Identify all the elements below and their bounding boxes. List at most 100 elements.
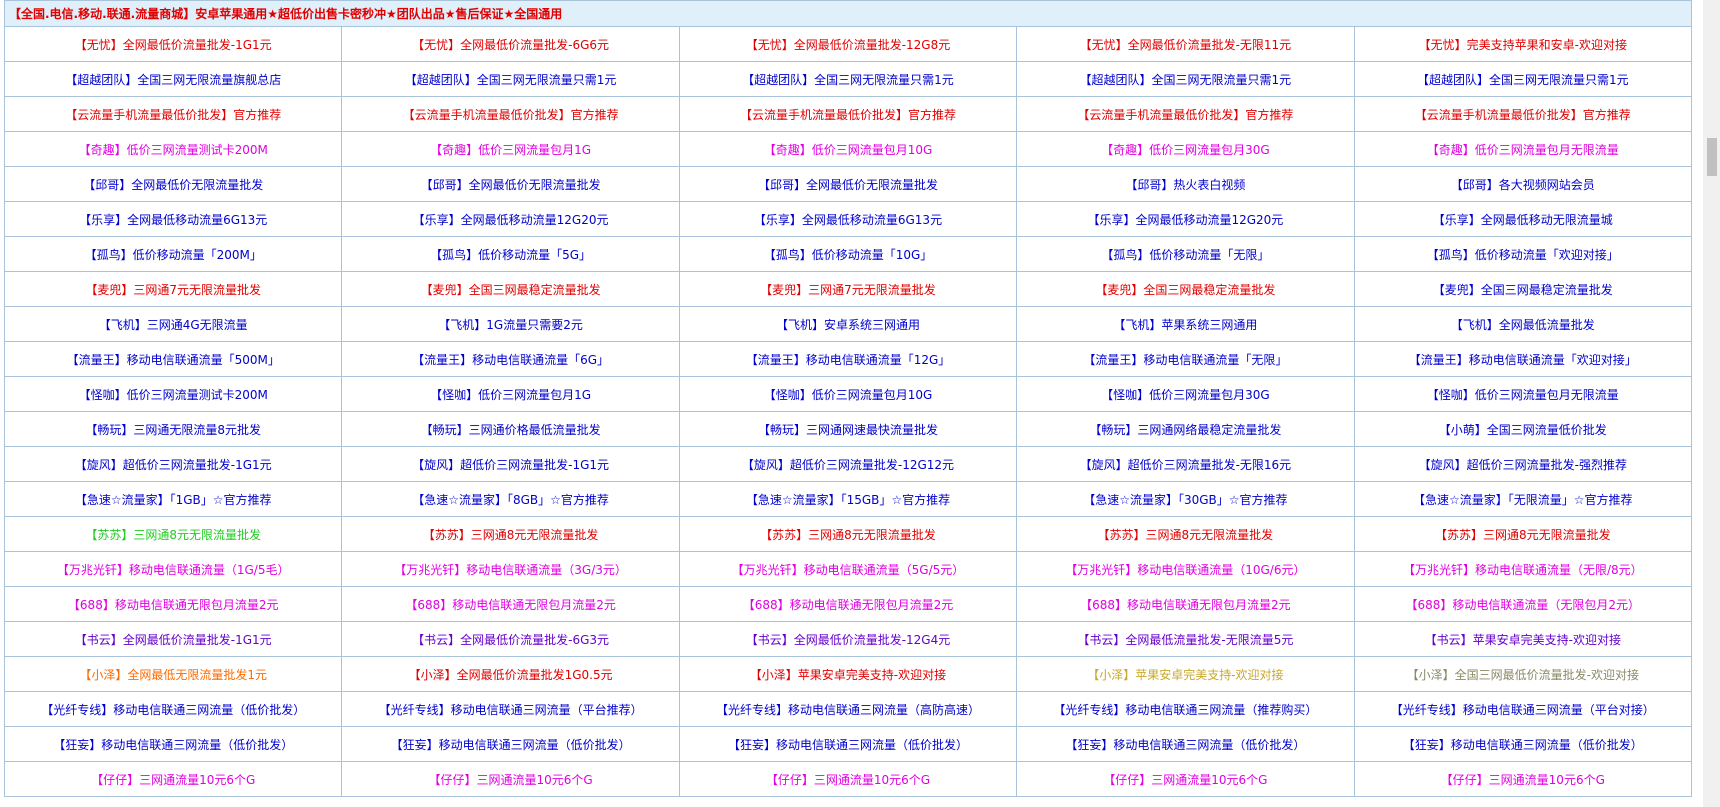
product-link[interactable]: 【688】移动电信联通无限包月流量2元 [678, 586, 1018, 622]
scrollbar-thumb[interactable] [1707, 138, 1717, 176]
product-link[interactable]: 【狂妄】移动电信联通三网流量（低价批发） [678, 726, 1018, 762]
product-link[interactable]: 【苏苏】三网通8元无限流量批发 [1353, 516, 1693, 552]
product-link[interactable]: 【畅玩】三网通网速最快流量批发 [678, 411, 1018, 447]
product-link[interactable]: 【书云】全网最低价流量批发-6G3元 [341, 621, 680, 657]
product-link[interactable]: 【奇趣】低价三网流量包月无限流量 [1353, 131, 1693, 167]
product-link[interactable]: 【苏苏】三网通8元无限流量批发 [1016, 516, 1355, 552]
product-link[interactable]: 【云流量手机流量最低价批发】官方推荐 [1016, 96, 1355, 132]
product-link[interactable]: 【畅玩】三网通价格最低流量批发 [341, 411, 680, 447]
product-link[interactable]: 【云流量手机流量最低价批发】官方推荐 [3, 96, 343, 132]
product-link[interactable]: 【乐享】全网最低移动流量12G20元 [341, 201, 680, 237]
product-link[interactable]: 【急速☆流量家】「无限流量」☆官方推荐 [1353, 481, 1693, 517]
product-link[interactable]: 【苏苏】三网通8元无限流量批发 [3, 516, 343, 552]
product-link[interactable]: 【狂妄】移动电信联通三网流量（低价批发） [1016, 726, 1355, 762]
product-link[interactable]: 【小泽】全网最低无限流量批发1元 [3, 656, 343, 692]
product-link[interactable]: 【书云】苹果安卓完美支持-欢迎对接 [1353, 621, 1693, 657]
product-link[interactable]: 【小泽】全网最低价流量批发1G0.5元 [341, 656, 680, 692]
product-link[interactable]: 【乐享】全网最低移动流量6G13元 [678, 201, 1018, 237]
product-link[interactable]: 【苏苏】三网通8元无限流量批发 [341, 516, 680, 552]
product-link[interactable]: 【书云】全网最低价流量批发-12G4元 [678, 621, 1018, 657]
product-link[interactable]: 【麦兜】全国三网最稳定流量批发 [341, 271, 680, 307]
product-link[interactable]: 【飞机】三网通4G无限流量 [3, 306, 343, 342]
product-link[interactable]: 【孤鸟】低价移动流量「无限」 [1016, 236, 1355, 272]
product-link[interactable]: 【怪咖】低价三网流量包月10G [678, 376, 1018, 412]
product-link[interactable]: 【云流量手机流量最低价批发】官方推荐 [678, 96, 1018, 132]
product-link[interactable]: 【云流量手机流量最低价批发】官方推荐 [1353, 96, 1693, 132]
product-link[interactable]: 【麦兜】三网通7元无限流量批发 [3, 271, 343, 307]
product-link[interactable]: 【超越团队】全国三网无限流量只需1元 [1353, 61, 1693, 97]
product-link[interactable]: 【邱哥】热火表白视频 [1016, 166, 1355, 202]
product-link[interactable]: 【书云】全网最低流量批发-无限流量5元 [1016, 621, 1355, 657]
product-link[interactable]: 【奇趣】低价三网流量包月10G [678, 131, 1018, 167]
product-link[interactable]: 【急速☆流量家】「15GB」☆官方推荐 [678, 481, 1018, 517]
product-link[interactable]: 【流量王】移动电信联通流量「12G」 [678, 341, 1018, 377]
product-link[interactable]: 【怪咖】低价三网流量包月30G [1016, 376, 1355, 412]
product-link[interactable]: 【奇趣】低价三网流量包月1G [341, 131, 680, 167]
product-link[interactable]: 【仔仔】三网通流量10元6个G [1016, 761, 1355, 797]
product-link[interactable]: 【万兆光钎】移动电信联通流量（3G/3元） [341, 551, 680, 587]
product-link[interactable]: 【超越团队】全国三网无限流量只需1元 [678, 61, 1018, 97]
product-link[interactable]: 【流量王】移动电信联通流量「无限」 [1016, 341, 1355, 377]
product-link[interactable]: 【无忧】全网最低价流量批发-12G8元 [678, 26, 1018, 62]
product-link[interactable]: 【乐享】全网最低移动无限流量城 [1353, 201, 1693, 237]
product-link[interactable]: 【光纤专线】移动电信联通三网流量（平台对接） [1353, 691, 1693, 727]
product-link[interactable]: 【688】移动电信联通流量（无限包月2元） [1353, 586, 1693, 622]
product-link[interactable]: 【流量王】移动电信联通流量「欢迎对接」 [1353, 341, 1693, 377]
product-link[interactable]: 【飞机】全网最低流量批发 [1353, 306, 1693, 342]
product-link[interactable]: 【超越团队】全国三网无限流量只需1元 [341, 61, 680, 97]
product-link[interactable]: 【麦兜】全国三网最稳定流量批发 [1016, 271, 1355, 307]
product-link[interactable]: 【旋风】超低价三网流量批发-强烈推荐 [1353, 446, 1693, 482]
product-link[interactable]: 【仔仔】三网通流量10元6个G [3, 761, 343, 797]
product-link[interactable]: 【畅玩】三网通网络最稳定流量批发 [1016, 411, 1355, 447]
product-link[interactable]: 【旋风】超低价三网流量批发-12G12元 [678, 446, 1018, 482]
product-link[interactable]: 【怪咖】低价三网流量包月1G [341, 376, 680, 412]
product-link[interactable]: 【流量王】移动电信联通流量「500M」 [3, 341, 343, 377]
product-link[interactable]: 【小泽】苹果安卓完美支持-欢迎对接 [678, 656, 1018, 692]
product-link[interactable]: 【狂妄】移动电信联通三网流量（低价批发） [1353, 726, 1693, 762]
product-link[interactable]: 【怪咖】低价三网流量包月无限流量 [1353, 376, 1693, 412]
product-link[interactable]: 【688】移动电信联通无限包月流量2元 [341, 586, 680, 622]
product-link[interactable]: 【688】移动电信联通无限包月流量2元 [3, 586, 343, 622]
product-link[interactable]: 【奇趣】低价三网流量包月30G [1016, 131, 1355, 167]
product-link[interactable]: 【万兆光钎】移动电信联通流量（5G/5元） [678, 551, 1018, 587]
product-link[interactable]: 【无忧】完美支持苹果和安卓-欢迎对接 [1353, 26, 1693, 62]
product-link[interactable]: 【孤鸟】低价移动流量「5G」 [341, 236, 680, 272]
product-link[interactable]: 【小泽】全国三网最低价流量批发-欢迎对接 [1353, 656, 1693, 692]
product-link[interactable]: 【麦兜】三网通7元无限流量批发 [678, 271, 1018, 307]
product-link[interactable]: 【奇趣】低价三网流量测试卡200M [3, 131, 343, 167]
product-link[interactable]: 【书云】全网最低价流量批发-1G1元 [3, 621, 343, 657]
product-link[interactable]: 【孤鸟】低价移动流量「欢迎对接」 [1353, 236, 1693, 272]
product-link[interactable]: 【小萌】全国三网流量低价批发 [1353, 411, 1693, 447]
product-link[interactable]: 【飞机】安卓系统三网通用 [678, 306, 1018, 342]
product-link[interactable]: 【无忧】全网最低价流量批发-无限11元 [1016, 26, 1355, 62]
product-link[interactable]: 【邱哥】全网最低价无限流量批发 [341, 166, 680, 202]
product-link[interactable]: 【旋风】超低价三网流量批发-无限16元 [1016, 446, 1355, 482]
product-link[interactable]: 【急速☆流量家】「8GB」☆官方推荐 [341, 481, 680, 517]
product-link[interactable]: 【光纤专线】移动电信联通三网流量（推荐购买） [1016, 691, 1355, 727]
product-link[interactable]: 【乐享】全网最低移动流量12G20元 [1016, 201, 1355, 237]
product-link[interactable]: 【狂妄】移动电信联通三网流量（低价批发） [341, 726, 680, 762]
product-link[interactable]: 【飞机】苹果系统三网通用 [1016, 306, 1355, 342]
product-link[interactable]: 【邱哥】全网最低价无限流量批发 [678, 166, 1018, 202]
product-link[interactable]: 【光纤专线】移动电信联通三网流量（高防高速） [678, 691, 1018, 727]
product-link[interactable]: 【畅玩】三网通无限流量8元批发 [3, 411, 343, 447]
product-link[interactable]: 【云流量手机流量最低价批发】官方推荐 [341, 96, 680, 132]
product-link[interactable]: 【仔仔】三网通流量10元6个G [678, 761, 1018, 797]
product-link[interactable]: 【乐享】全网最低移动流量6G13元 [3, 201, 343, 237]
product-link[interactable]: 【旋风】超低价三网流量批发-1G1元 [341, 446, 680, 482]
product-link[interactable]: 【万兆光钎】移动电信联通流量（1G/5毛） [3, 551, 343, 587]
product-link[interactable]: 【孤鸟】低价移动流量「10G」 [678, 236, 1018, 272]
product-link[interactable]: 【飞机】1G流量只需要2元 [341, 306, 680, 342]
product-link[interactable]: 【688】移动电信联通无限包月流量2元 [1016, 586, 1355, 622]
vertical-scrollbar[interactable] [1703, 0, 1720, 807]
product-link[interactable]: 【苏苏】三网通8元无限流量批发 [678, 516, 1018, 552]
product-link[interactable]: 【小泽】苹果安卓完美支持-欢迎对接 [1016, 656, 1355, 692]
product-link[interactable]: 【流量王】移动电信联通流量「6G」 [341, 341, 680, 377]
product-link[interactable]: 【光纤专线】移动电信联通三网流量（平台推荐） [341, 691, 680, 727]
product-link[interactable]: 【邱哥】各大视频网站会员 [1353, 166, 1693, 202]
product-link[interactable]: 【狂妄】移动电信联通三网流量（低价批发） [3, 726, 343, 762]
product-link[interactable]: 【仔仔】三网通流量10元6个G [341, 761, 680, 797]
product-link[interactable]: 【旋风】超低价三网流量批发-1G1元 [3, 446, 343, 482]
product-link[interactable]: 【急速☆流量家】「1GB」☆官方推荐 [3, 481, 343, 517]
product-link[interactable]: 【怪咖】低价三网流量测试卡200M [3, 376, 343, 412]
